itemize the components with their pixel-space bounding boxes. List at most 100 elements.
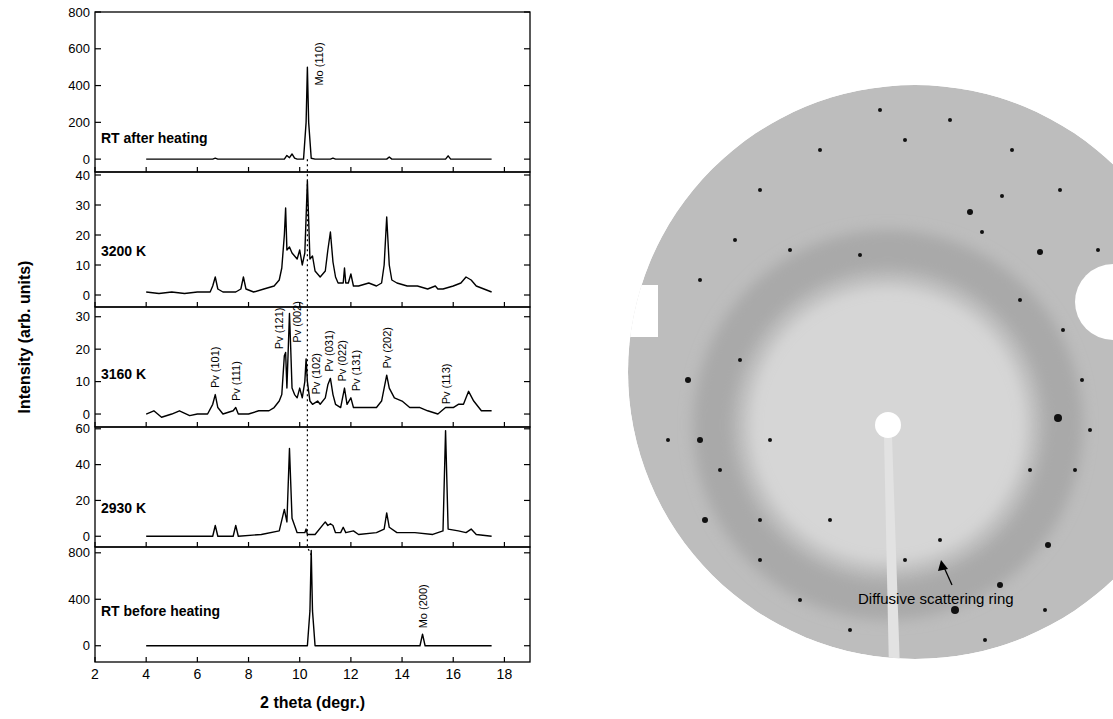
- beam-hole: [875, 412, 901, 438]
- y-tick-label: 30: [76, 198, 90, 213]
- panel: 01020303160 KPv (101)Pv (111)Pv (121)Pv …: [76, 301, 530, 427]
- x-tick: [197, 657, 198, 662]
- y-tick-right: [524, 294, 530, 295]
- diffraction-spot: [718, 468, 722, 472]
- panel-label: 2930 K: [101, 500, 146, 516]
- image-annotation: Diffusive scattering ring: [858, 590, 1014, 607]
- x-tick: [401, 657, 402, 662]
- peak-label: Pv (031): [323, 330, 335, 372]
- plot-area: [146, 431, 491, 537]
- y-tick: [95, 413, 101, 414]
- y-tick-label: 600: [68, 41, 90, 56]
- x-tick: [248, 422, 249, 427]
- panel-label: RT after heating: [101, 130, 208, 146]
- peak-label: Pv (113): [440, 364, 452, 405]
- x-tick-label: 16: [445, 666, 461, 682]
- diffraction-spot: [818, 148, 822, 152]
- diffraction-spot: [697, 437, 703, 443]
- diffraction-spot: [997, 582, 1003, 588]
- y-tick: [95, 536, 101, 537]
- x-tick: [248, 167, 249, 172]
- pattern-line: [146, 313, 491, 417]
- frame: [95, 12, 530, 172]
- peak-label: Pv (022): [336, 340, 348, 382]
- panel: 02040602930 K: [76, 421, 530, 547]
- peak-label: Pv (111): [230, 361, 242, 401]
- shadow-block: [620, 285, 658, 337]
- plot-area: [146, 313, 491, 417]
- plot-area: [146, 181, 491, 294]
- y-tick-label: 40: [76, 168, 90, 183]
- x-axis-title: 2 theta (degr.): [260, 694, 365, 711]
- x-tick: [299, 422, 300, 427]
- diffraction-spot: [1000, 194, 1004, 198]
- diffraction-spot: [733, 238, 737, 242]
- x-tick: [401, 542, 402, 547]
- x-tick: [197, 302, 198, 307]
- diffraction-spot: [702, 517, 708, 523]
- figure: 0200400600800RT after heatingMo (110)010…: [0, 0, 1113, 719]
- x-tick: [197, 167, 198, 172]
- x-tick: [401, 167, 402, 172]
- y-tick: [95, 174, 101, 175]
- frame: [95, 307, 530, 427]
- y-tick-right: [524, 264, 530, 265]
- y-tick: [95, 122, 101, 123]
- peak-label: Mo (110): [313, 42, 325, 85]
- diffraction-spot: [967, 209, 973, 215]
- x-tick-label: 8: [245, 666, 253, 682]
- y-tick-right: [524, 234, 530, 235]
- diffraction-image: Diffusive scattering ring: [620, 85, 1113, 670]
- y-tick-label: 10: [76, 374, 90, 389]
- x-tick: [248, 542, 249, 547]
- diffraction-spot: [828, 518, 832, 522]
- y-tick: [95, 294, 101, 295]
- y-tick-label: 800: [68, 5, 90, 20]
- diffraction-spot: [951, 606, 959, 614]
- x-tick: [197, 422, 198, 427]
- arrow-head: [938, 560, 948, 571]
- diffraction-spot: [938, 538, 942, 542]
- y-tick-right: [524, 645, 530, 646]
- diffraction-spot: [858, 253, 862, 257]
- diffraction-spot: [1018, 298, 1022, 302]
- x-tick-label: 6: [193, 666, 201, 682]
- y-tick-label: 20: [76, 342, 90, 357]
- diffraction-spot: [1028, 468, 1032, 472]
- diffraction-spot: [1088, 428, 1092, 432]
- y-tick-right: [524, 48, 530, 49]
- x-tick: [350, 302, 351, 307]
- x-tick-label: 18: [497, 666, 513, 682]
- detector-disc: [628, 85, 1113, 659]
- x-tick: [146, 657, 147, 662]
- diffraction-spot: [698, 278, 702, 282]
- diffraction-spot: [758, 558, 762, 562]
- y-tick: [95, 428, 101, 429]
- x-tick: [504, 542, 505, 547]
- x-tick: [453, 302, 454, 307]
- y-tick: [95, 645, 101, 646]
- x-tick: [453, 422, 454, 427]
- y-tick-label: 60: [76, 421, 90, 436]
- diffraction-spot: [1010, 148, 1014, 152]
- diffraction-spot: [948, 118, 952, 122]
- y-tick-label: 0: [83, 152, 90, 167]
- y-tick-label: 0: [83, 529, 90, 544]
- y-tick-label: 0: [83, 638, 90, 653]
- y-tick-label: 30: [76, 309, 90, 324]
- y-tick: [95, 316, 101, 317]
- x-tick: [299, 167, 300, 172]
- peak-label: Mo (200): [417, 584, 429, 628]
- diffraction-spot: [758, 518, 762, 522]
- y-tick-right: [524, 500, 530, 501]
- panel: 040080024681012141618RT before heatingMo…: [68, 545, 530, 682]
- peak-label: Pv (121): [273, 308, 285, 350]
- peak-label: Pv (131): [350, 350, 362, 392]
- y-tick: [95, 264, 101, 265]
- y-tick: [95, 464, 101, 465]
- diffraction-spot: [1058, 188, 1062, 192]
- pattern-line: [146, 431, 491, 537]
- y-tick: [95, 552, 101, 553]
- detector: [620, 85, 1113, 670]
- y-tick-right: [524, 413, 530, 414]
